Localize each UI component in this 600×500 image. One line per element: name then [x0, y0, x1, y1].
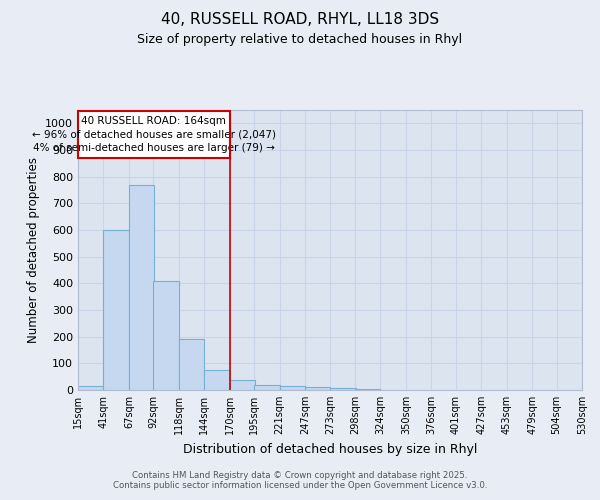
Bar [179, 339, 204, 390]
Bar [204, 370, 230, 390]
Bar [103, 230, 129, 390]
Bar [154, 280, 179, 390]
Y-axis label: Number of detached properties: Number of detached properties [26, 157, 40, 343]
Bar [280, 386, 305, 390]
Text: Contains HM Land Registry data © Crown copyright and database right 2025.
Contai: Contains HM Land Registry data © Crown c… [113, 470, 487, 490]
X-axis label: Distribution of detached houses by size in Rhyl: Distribution of detached houses by size … [183, 442, 477, 456]
Bar [331, 388, 356, 390]
Text: 40, RUSSELL ROAD, RHYL, LL18 3DS: 40, RUSSELL ROAD, RHYL, LL18 3DS [161, 12, 439, 28]
Bar [78, 386, 103, 390]
FancyBboxPatch shape [78, 112, 230, 158]
Bar [254, 385, 280, 390]
Bar [355, 388, 380, 390]
Bar [305, 387, 331, 390]
Bar [129, 184, 154, 390]
Text: Size of property relative to detached houses in Rhyl: Size of property relative to detached ho… [137, 32, 463, 46]
Text: 40 RUSSELL ROAD: 164sqm
← 96% of detached houses are smaller (2,047)
4% of semi-: 40 RUSSELL ROAD: 164sqm ← 96% of detache… [32, 116, 276, 153]
Bar [230, 380, 255, 390]
